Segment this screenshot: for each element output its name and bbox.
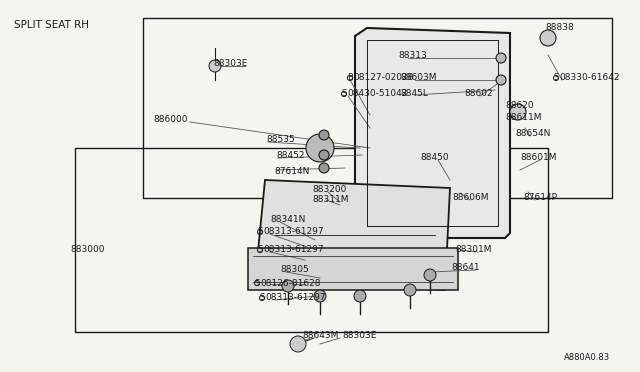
- Polygon shape: [255, 180, 450, 290]
- Text: S: S: [554, 74, 559, 83]
- Circle shape: [306, 134, 334, 162]
- Polygon shape: [355, 28, 510, 238]
- Bar: [75, 148, 548, 332]
- Text: 88601M: 88601M: [520, 154, 557, 163]
- Text: 08313-61297: 08313-61297: [266, 294, 326, 302]
- Text: 88641: 88641: [451, 263, 479, 273]
- Text: 88602: 88602: [464, 89, 493, 97]
- Text: 88620: 88620: [505, 100, 534, 109]
- Circle shape: [404, 284, 416, 296]
- Text: 88311M: 88311M: [312, 196, 349, 205]
- Text: 88654N: 88654N: [515, 128, 550, 138]
- Text: SPLIT SEAT RH: SPLIT SEAT RH: [14, 20, 89, 30]
- Text: 88341N: 88341N: [270, 215, 305, 224]
- Text: S: S: [259, 294, 264, 302]
- Text: 883000: 883000: [70, 246, 104, 254]
- Text: 88452: 88452: [276, 151, 305, 160]
- Circle shape: [209, 60, 221, 72]
- Text: S: S: [341, 90, 347, 99]
- Text: 87614N: 87614N: [274, 167, 309, 176]
- Text: S: S: [257, 228, 262, 237]
- Text: 87614P: 87614P: [523, 193, 557, 202]
- Circle shape: [540, 30, 556, 46]
- Circle shape: [319, 163, 329, 173]
- Circle shape: [319, 150, 329, 160]
- Text: 88305: 88305: [280, 266, 308, 275]
- Circle shape: [282, 280, 294, 292]
- Text: 08430-51042: 08430-51042: [348, 90, 408, 99]
- Circle shape: [496, 75, 506, 85]
- Text: 08127-02028: 08127-02028: [353, 74, 413, 83]
- Bar: [248, 248, 458, 290]
- Text: 88303E: 88303E: [214, 58, 248, 67]
- Text: S: S: [254, 279, 260, 288]
- Text: 88303E: 88303E: [342, 330, 376, 340]
- Bar: [143, 18, 612, 198]
- Text: 88450: 88450: [420, 154, 449, 163]
- Text: S: S: [257, 246, 262, 254]
- Text: 8845L: 8845L: [400, 89, 428, 97]
- Text: 88535: 88535: [266, 135, 295, 144]
- Text: 88611M: 88611M: [505, 113, 541, 122]
- Circle shape: [424, 269, 436, 281]
- Text: 08313-61297: 08313-61297: [264, 246, 324, 254]
- Text: A880A0.83: A880A0.83: [564, 353, 610, 362]
- Text: 88313: 88313: [398, 51, 427, 61]
- Circle shape: [314, 290, 326, 302]
- Circle shape: [354, 290, 366, 302]
- Circle shape: [496, 53, 506, 63]
- Text: 886000: 886000: [154, 115, 188, 125]
- Text: 88301M: 88301M: [455, 246, 492, 254]
- Text: 08330-61642: 08330-61642: [559, 74, 620, 83]
- Text: 88603M: 88603M: [400, 74, 436, 83]
- Text: 08126-81628: 08126-81628: [260, 279, 321, 288]
- Circle shape: [290, 336, 306, 352]
- Text: B: B: [347, 74, 353, 83]
- Text: 08313-61297: 08313-61297: [264, 228, 324, 237]
- Text: 88838: 88838: [545, 23, 573, 32]
- Text: 88643M: 88643M: [302, 330, 339, 340]
- Circle shape: [319, 130, 329, 140]
- Circle shape: [510, 104, 526, 120]
- Text: 88606M: 88606M: [452, 193, 488, 202]
- Text: 883200: 883200: [312, 186, 346, 195]
